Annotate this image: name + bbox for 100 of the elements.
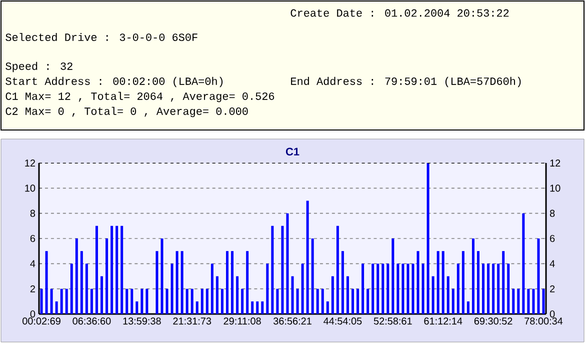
bar	[90, 288, 93, 314]
y2-tick-label: 8	[550, 210, 555, 217]
bar	[512, 288, 515, 314]
bar	[502, 251, 505, 314]
text: C1 Max= 12 , Total= 2064 , Average= 0.526	[6, 92, 274, 102]
text: C2 Max= 0 , Total= 0 , Average= 0.000	[6, 106, 248, 118]
bar	[251, 301, 254, 314]
bar	[336, 226, 339, 314]
x-tick-label: 44:54:05	[324, 318, 362, 325]
bar	[527, 288, 530, 314]
bar	[40, 288, 43, 314]
bar	[276, 288, 279, 314]
chart-title: C1	[286, 148, 300, 156]
bar	[190, 288, 194, 314]
y-tick-label: 0	[30, 310, 36, 318]
bar	[487, 264, 490, 314]
bar	[482, 264, 485, 314]
bar	[386, 264, 390, 314]
bar	[50, 288, 53, 314]
bar	[136, 301, 138, 314]
y2-tick-label: 0	[550, 310, 555, 318]
bar	[326, 301, 329, 314]
bar	[55, 301, 58, 314]
bar	[301, 264, 304, 314]
bar	[100, 276, 104, 314]
bar	[456, 264, 460, 314]
bar	[406, 264, 410, 314]
y-tick-label: 4	[30, 260, 36, 268]
bar	[376, 264, 380, 314]
bar	[241, 288, 244, 314]
bar	[231, 251, 234, 314]
bar	[281, 226, 284, 314]
text: End Address : 79:59:01 (LBA=57D60h)	[291, 76, 521, 88]
bar	[196, 301, 198, 314]
bar	[60, 288, 63, 314]
bar	[432, 276, 434, 314]
bar	[106, 238, 108, 314]
bar	[216, 276, 218, 314]
text: Create Date : 01.02.2004 20:53:22	[290, 9, 509, 17]
bar	[366, 288, 370, 314]
bar	[356, 288, 360, 314]
x-tick-label: 06:36:60	[72, 318, 111, 325]
y-tick-label: 6	[30, 234, 36, 242]
bar	[296, 288, 299, 314]
bar	[146, 288, 148, 314]
bar	[236, 276, 239, 314]
bar	[492, 264, 495, 314]
x-tick-label: 29:11:08	[224, 318, 261, 325]
bar	[126, 288, 128, 314]
bar	[75, 238, 78, 314]
bar	[416, 251, 420, 314]
bar	[476, 251, 480, 314]
bar	[120, 226, 124, 314]
bar	[452, 288, 454, 314]
bar	[412, 264, 414, 314]
bar	[466, 301, 470, 314]
bar	[180, 251, 184, 314]
bar	[542, 288, 545, 314]
bar	[85, 264, 88, 314]
bar	[507, 264, 510, 314]
y-tick-label: 12	[25, 160, 35, 166]
bar	[266, 264, 269, 314]
bar	[517, 288, 520, 314]
y-tick-label: 2	[30, 285, 35, 292]
y-tick-label: 10	[25, 184, 36, 192]
bar	[291, 276, 294, 314]
text: Selected Drive : 3-0-0-0 6S0F	[6, 32, 198, 42]
x-tick-label: 78:00:34	[524, 318, 563, 325]
bar	[271, 226, 274, 314]
text: Speed : 32	[6, 62, 72, 72]
x-tick-label: 36:56:21	[273, 318, 312, 325]
bar	[331, 276, 334, 314]
bar	[436, 251, 440, 314]
y2-tick-label: 12	[550, 160, 560, 166]
bar	[462, 251, 464, 314]
bar	[261, 301, 264, 314]
bar	[110, 226, 114, 314]
bar	[220, 288, 224, 314]
bar	[160, 238, 164, 314]
bar	[522, 213, 525, 314]
y2-tick-label: 6	[550, 234, 555, 242]
bar	[446, 276, 450, 314]
bar	[426, 163, 430, 314]
bar	[422, 264, 424, 314]
bar	[382, 264, 384, 314]
bar	[210, 264, 214, 314]
y-tick-label: 8	[30, 210, 36, 217]
bar	[226, 251, 229, 314]
bar	[80, 251, 83, 314]
x-tick-label: 69:30:52	[474, 318, 512, 325]
bar	[372, 264, 374, 314]
bar	[95, 226, 98, 314]
x-tick-label: 13:59:38	[123, 318, 161, 325]
bar	[532, 288, 535, 314]
bar	[256, 301, 259, 314]
bar	[316, 288, 319, 314]
bar	[392, 238, 394, 314]
bar	[45, 251, 48, 314]
bar	[186, 288, 188, 314]
bar	[206, 288, 208, 314]
